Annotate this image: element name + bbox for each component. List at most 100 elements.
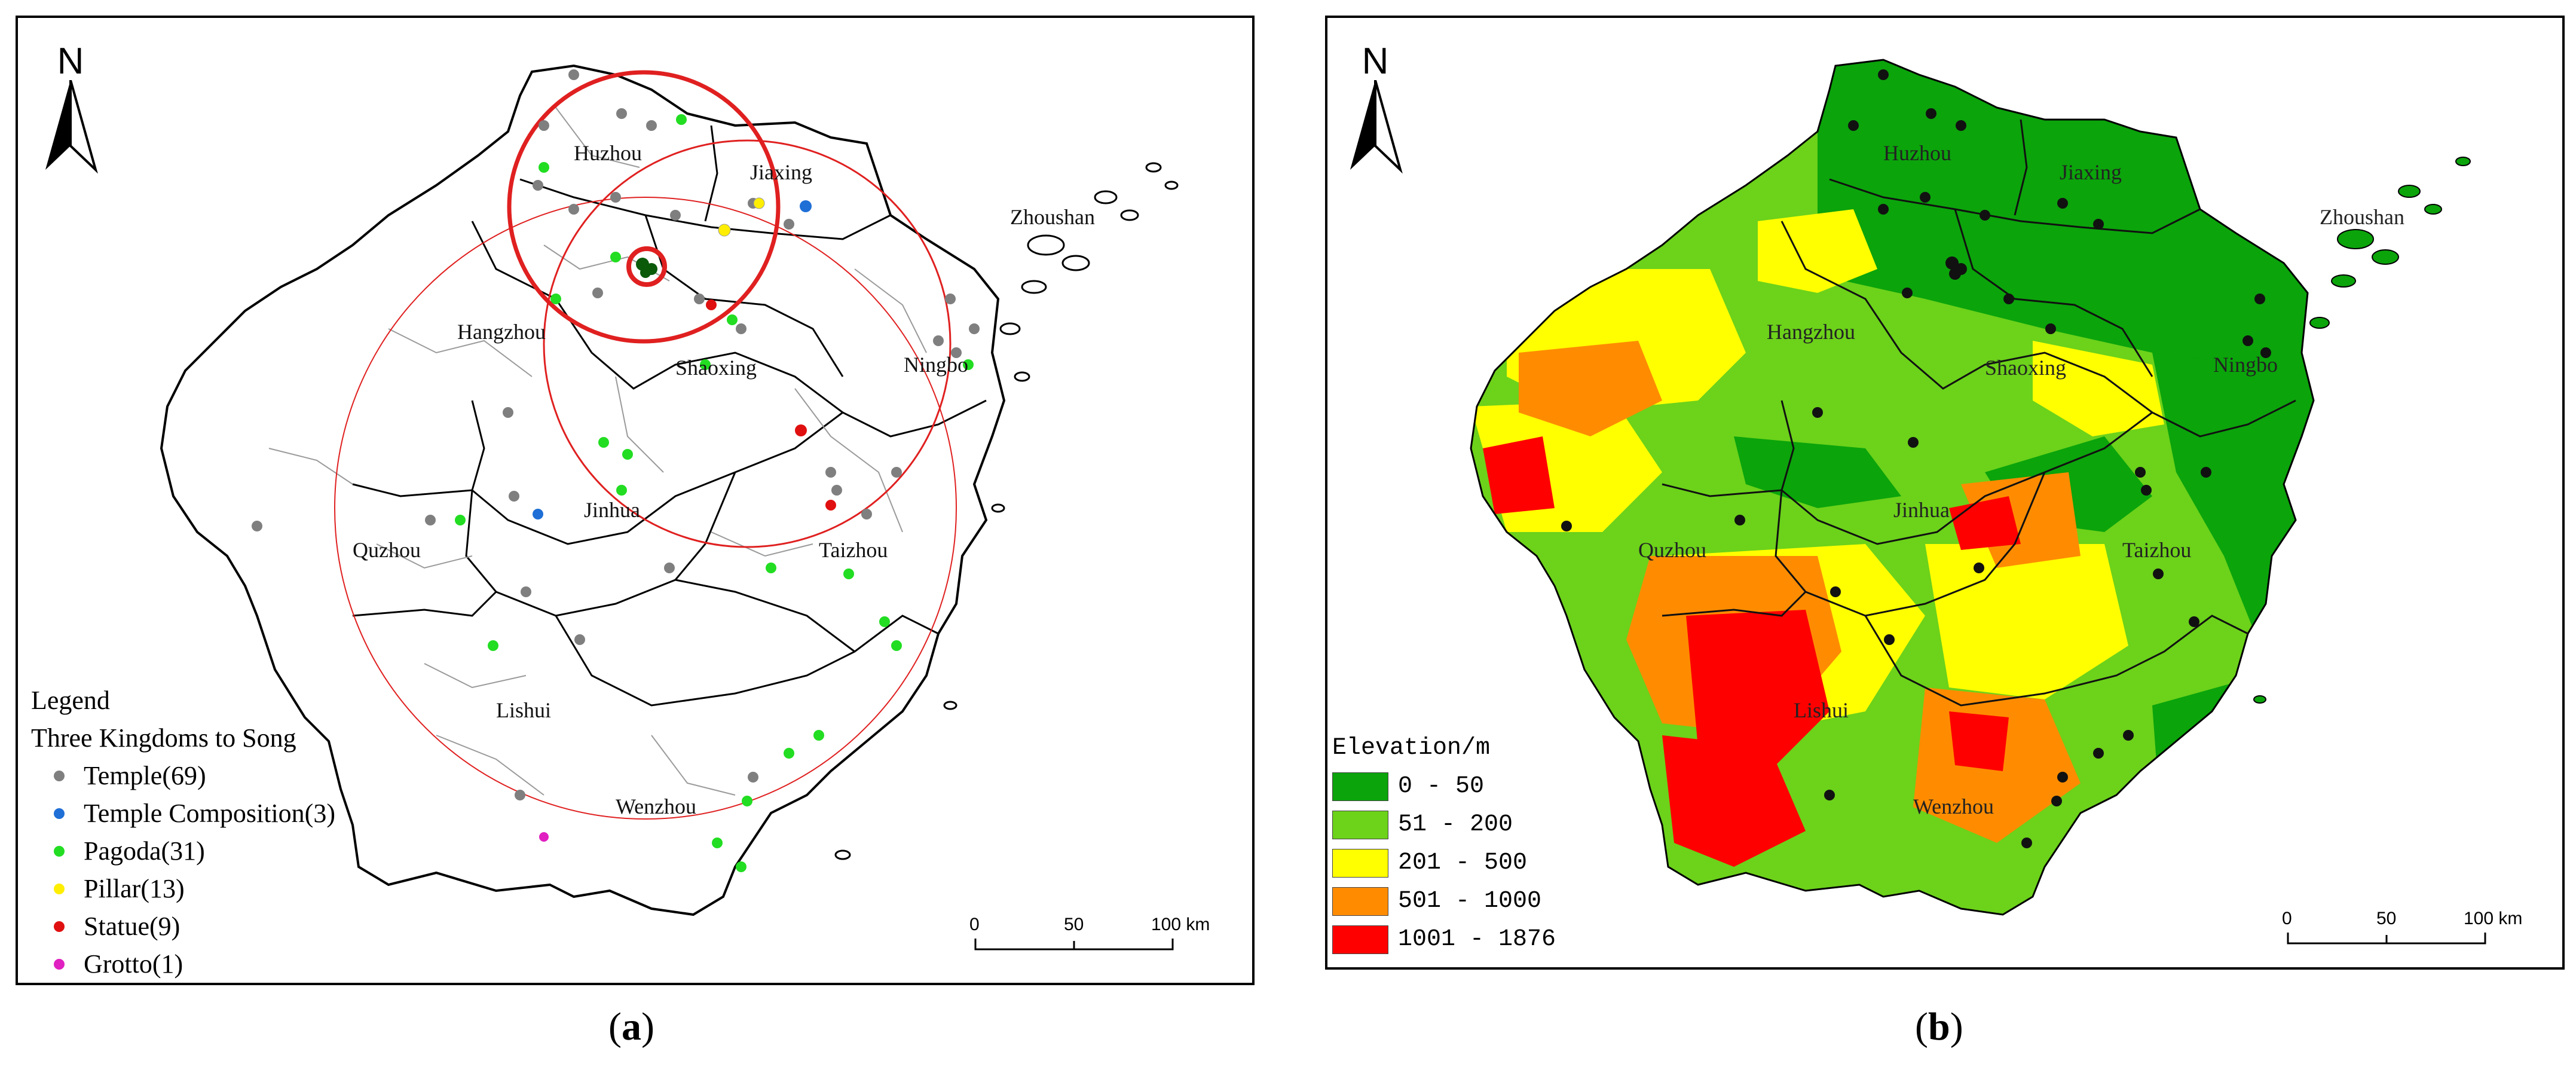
legend-title: Elevation/m	[1332, 735, 1491, 762]
buffer-circle-large	[334, 197, 957, 820]
scale-label: 100 km	[1151, 915, 1210, 934]
city-label: Ningbo	[904, 353, 968, 377]
city-label: Jiaxing	[2060, 160, 2122, 184]
city-label: Jinhua	[1893, 498, 1950, 522]
legend-subtitle: Three Kingdoms to Song	[31, 723, 296, 753]
north-label: N	[1362, 41, 1389, 82]
scale-label: 0	[2282, 909, 2292, 928]
pagoda-sites	[455, 114, 974, 872]
legend-item-label: 201 - 500	[1398, 849, 1528, 876]
city-label: Zhoushan	[2320, 205, 2404, 229]
heritage-sites	[1561, 69, 2271, 848]
scale-label: 100 km	[2464, 909, 2523, 928]
legend-item: 501 - 1000	[1332, 882, 1556, 921]
elevation-swatch-icon	[1332, 811, 1388, 839]
legend-item: Temple Composition(3)	[31, 794, 335, 832]
map-panel-a: Huzhou Jiaxing Zhoushan Hangzhou Shaoxin…	[16, 16, 1255, 985]
north-arrow-icon	[1350, 80, 1403, 174]
city-labels: Huzhou Jiaxing Zhoushan Hangzhou Shaoxin…	[1638, 141, 2404, 818]
grotto-dot-icon	[54, 958, 65, 970]
province-outline	[160, 64, 1006, 916]
city-label: Taizhou	[819, 538, 888, 562]
north-arrow: N	[1345, 43, 1405, 179]
legend-item: Pillar(13)	[31, 870, 335, 907]
city-label: Wenzhou	[616, 794, 696, 818]
province-outline	[1470, 59, 2315, 916]
temple-dot-icon	[54, 770, 65, 781]
legend-item-label: 0 - 50	[1398, 773, 1485, 800]
scale-bar-graphic	[974, 939, 1174, 950]
city-label: Quzhou	[1638, 538, 1706, 562]
elevation-swatch-icon	[1332, 849, 1388, 878]
city-label: Zhoushan	[1010, 205, 1095, 229]
caption-paren: (	[608, 1005, 622, 1049]
pillar-dot-icon	[54, 883, 65, 894]
caption-paren: (	[1915, 1005, 1928, 1049]
legend-item-label: Grotto(1)	[84, 949, 183, 979]
pagoda-dot-icon	[54, 845, 65, 857]
statue-dot-icon	[54, 921, 65, 932]
scale-bar: 0 50 100 km	[969, 915, 1210, 956]
scale-bar: 0 50 100 km	[2282, 909, 2522, 950]
temple-composition-dot-icon	[54, 808, 65, 819]
city-label: Wenzhou	[1913, 794, 1994, 818]
caption-b: (b)	[1915, 1004, 1963, 1050]
buffer-circle-small	[507, 70, 781, 344]
temple-composition-sites	[533, 200, 812, 519]
scale-label: 50	[1064, 915, 1084, 934]
zhoushan-islands	[834, 162, 1179, 860]
legend-a: Legend Three Kingdoms to Song Temple(69)…	[31, 681, 335, 983]
city-label: Shaoxing	[675, 356, 757, 380]
legend-item-label: Temple(69)	[84, 761, 206, 790]
caption-paren: )	[641, 1005, 654, 1049]
legend-item-label: 51 - 200	[1398, 811, 1513, 838]
zhoushan-islands	[2253, 157, 2471, 704]
north-label: N	[57, 41, 84, 82]
legend-item-label: Statue(9)	[84, 912, 180, 941]
city-label: Hangzhou	[457, 320, 546, 344]
elevation-swatch-icon	[1332, 925, 1388, 954]
legend-title: Legend	[31, 686, 110, 715]
city-label: Quzhou	[353, 538, 421, 562]
elevation-swatch-icon	[1332, 887, 1388, 916]
map-panel-b: Huzhou Jiaxing Zhoushan Hangzhou Shaoxin…	[1325, 16, 2565, 970]
city-label: Jinhua	[584, 498, 640, 522]
legend-b: Elevation/m 0 - 50 51 - 200 201 - 500 50…	[1332, 729, 1556, 959]
grotto-sites	[539, 832, 549, 842]
legend-item: Statue(9)	[31, 907, 335, 945]
city-label: Jiaxing	[750, 160, 812, 184]
buffer-circle-core	[626, 246, 667, 287]
zhejiang-heritage-map-a: Huzhou Jiaxing Zhoushan Hangzhou Shaoxin…	[160, 64, 1179, 916]
zhejiang-elevation-map-b: Huzhou Jiaxing Zhoushan Hangzhou Shaoxin…	[1470, 59, 2471, 916]
temple-sites	[252, 69, 980, 800]
caption-a: (a)	[608, 1004, 654, 1050]
legend-item-label: Pagoda(31)	[84, 836, 205, 866]
caption-paren: )	[1950, 1005, 1963, 1049]
legend-item: 1001 - 1876	[1332, 921, 1556, 959]
prefecture-boundaries	[1662, 119, 2296, 707]
legend-item: Pagoda(31)	[31, 832, 335, 870]
city-label: Huzhou	[1883, 141, 1951, 165]
pillar-sites	[718, 197, 765, 237]
scale-label: 0	[969, 915, 980, 934]
legend-item: Temple(69)	[31, 757, 335, 794]
scale-bar-graphic	[2287, 933, 2486, 945]
legend-item-label: Temple Composition(3)	[84, 799, 335, 828]
city-label: Taizhou	[2122, 538, 2191, 562]
statue-sites	[706, 299, 836, 511]
legend-item: 0 - 50	[1332, 768, 1556, 806]
city-label: Ningbo	[2213, 353, 2278, 377]
legend-item: 51 - 200	[1332, 806, 1556, 844]
city-label: Huzhou	[574, 141, 642, 165]
buffer-circle-medium	[543, 139, 952, 548]
elevation-swatch-icon	[1332, 772, 1388, 801]
city-label: Lishui	[1794, 698, 1849, 722]
city-label: Shaoxing	[1985, 356, 2066, 380]
legend-item-label: 1001 - 1876	[1398, 926, 1556, 953]
legend-item: 201 - 500	[1332, 844, 1556, 882]
prefecture-boundaries	[352, 125, 987, 707]
site-cluster	[636, 258, 657, 278]
scale-label: 50	[2376, 909, 2397, 928]
legend-item-label: 501 - 1000	[1398, 888, 1542, 915]
city-labels: Huzhou Jiaxing Zhoushan Hangzhou Shaoxin…	[353, 141, 1095, 818]
